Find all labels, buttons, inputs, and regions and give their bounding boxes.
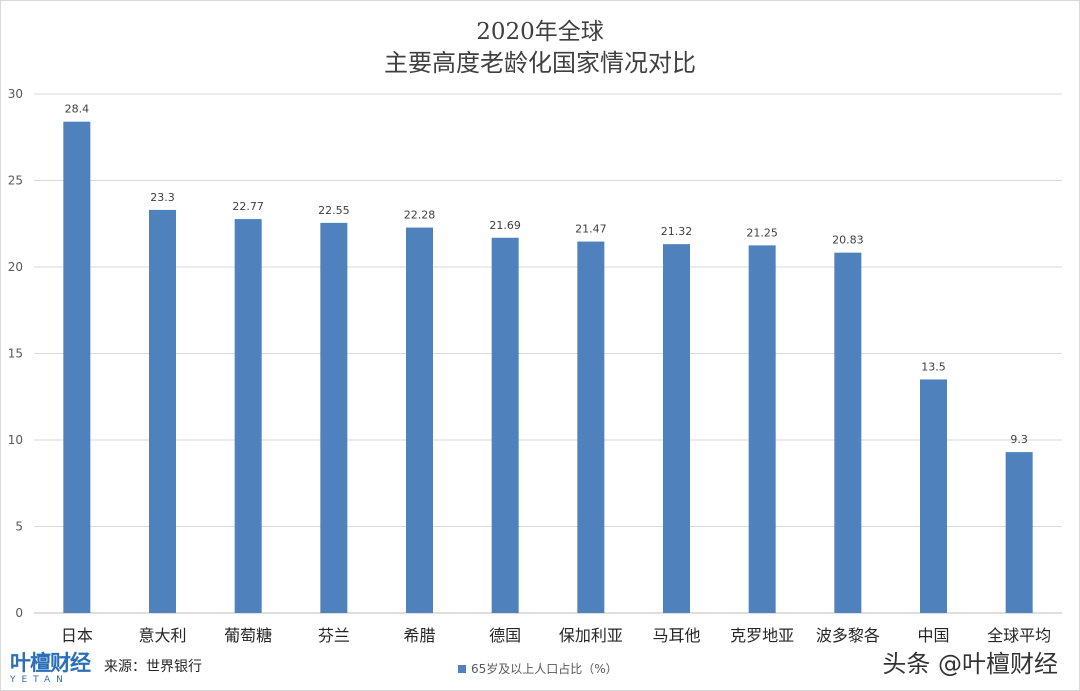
x-tick-label: 克罗地亚 bbox=[730, 626, 794, 645]
bar bbox=[406, 227, 433, 613]
y-tick-label: 10 bbox=[8, 433, 23, 447]
chart-title-line2: 主要高度老龄化国家情况对比 bbox=[384, 49, 696, 77]
y-tick-label: 5 bbox=[15, 520, 23, 534]
x-tick-label: 中国 bbox=[917, 626, 949, 645]
bar bbox=[320, 222, 348, 613]
y-tick-label: 25 bbox=[8, 174, 23, 188]
data-label: 21.69 bbox=[489, 219, 521, 232]
bar bbox=[834, 252, 862, 614]
data-label: 13.5 bbox=[921, 360, 946, 373]
logo-text-en: YETAN bbox=[10, 675, 69, 685]
chart-title-line1: 2020年全球 bbox=[476, 19, 604, 45]
data-label: 23.3 bbox=[150, 191, 175, 204]
logo-text-cn: 叶檀财经 bbox=[10, 651, 91, 675]
bar bbox=[234, 219, 262, 614]
bar bbox=[63, 121, 91, 614]
x-tick-label: 葡萄糖 bbox=[224, 626, 272, 645]
y-tick-label: 0 bbox=[15, 606, 23, 620]
y-tick-label: 15 bbox=[8, 347, 23, 361]
y-tick-label: 30 bbox=[8, 87, 23, 101]
data-label: 9.3 bbox=[1010, 433, 1028, 446]
bar bbox=[663, 244, 690, 613]
data-label: 21.47 bbox=[575, 223, 607, 236]
data-label: 22.77 bbox=[232, 200, 264, 213]
chart-legend: 65岁及以上人口占比（%） bbox=[458, 660, 618, 677]
yetan-logo: 叶檀财经 YETAN bbox=[10, 651, 96, 685]
data-label: 21.25 bbox=[746, 226, 778, 239]
y-tick-label: 20 bbox=[8, 260, 23, 274]
data-label: 28.4 bbox=[65, 103, 90, 116]
legend-label: 65岁及以上人口占比（%） bbox=[471, 662, 618, 676]
x-tick-label: 全球平均 bbox=[987, 626, 1051, 645]
x-tick-label: 波多黎各 bbox=[816, 626, 880, 645]
x-tick-label: 意大利 bbox=[138, 626, 186, 645]
data-label: 21.32 bbox=[661, 225, 693, 238]
bar bbox=[920, 379, 947, 613]
bar bbox=[748, 245, 776, 613]
data-label: 20.83 bbox=[832, 234, 864, 247]
x-tick-label: 希腊 bbox=[403, 626, 435, 645]
x-tick-label: 日本 bbox=[61, 626, 93, 645]
x-tick-label: 马耳他 bbox=[652, 626, 700, 645]
x-tick-label: 德国 bbox=[489, 626, 521, 645]
legend-swatch bbox=[458, 664, 466, 673]
bar bbox=[149, 209, 176, 613]
bar bbox=[577, 241, 605, 613]
x-tick-label: 保加利亚 bbox=[559, 626, 623, 645]
bar bbox=[1005, 452, 1033, 613]
source-note: 来源：世界银行 bbox=[104, 659, 202, 675]
data-label: 22.28 bbox=[404, 209, 436, 222]
x-tick-label: 芬兰 bbox=[318, 626, 350, 645]
data-label: 22.55 bbox=[318, 204, 350, 217]
watermark: 头条 @叶檀财经 bbox=[882, 650, 1058, 678]
bar bbox=[491, 237, 519, 613]
